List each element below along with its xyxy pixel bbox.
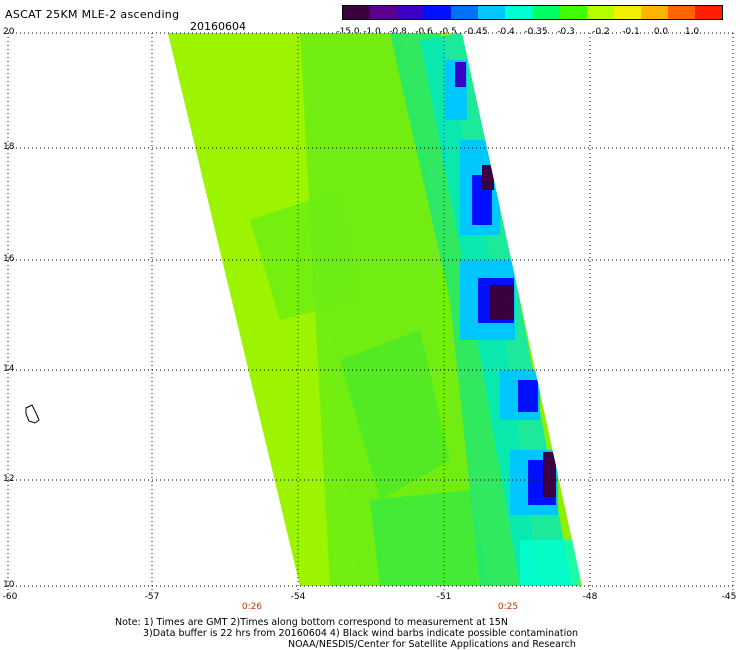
time-label-east: 0:25 (497, 602, 519, 612)
colorbar-segment (370, 6, 398, 19)
colorbar (342, 5, 723, 20)
colorbar-segment (505, 6, 533, 19)
colorbar-label: 1.0 (684, 27, 700, 37)
swath-patch (340, 330, 450, 500)
swath-cell (490, 285, 514, 320)
time-label-west: 0:26 (241, 602, 263, 612)
latitude-label: 20 (3, 27, 15, 37)
note-line-1: Note: 1) Times are GMT 2)Times along bot… (115, 617, 508, 628)
longitude-label: -54 (290, 592, 306, 602)
swath-data (168, 33, 582, 586)
island-outline (25, 404, 40, 424)
latitude-label: 18 (3, 142, 15, 152)
colorbar-segment (667, 6, 696, 19)
colorbar-label: -1.0 (363, 27, 381, 37)
colorbar-label: -0.45 (464, 27, 488, 37)
colorbar-label: -0.3 (557, 27, 575, 37)
grid-lines (7, 32, 734, 590)
colorbar-segment (424, 6, 452, 19)
colorbar-label: 0.0 (653, 27, 669, 37)
colorbar-label: -0.1 (622, 27, 640, 37)
swath-patch (370, 490, 490, 586)
colorbar-label: -15.0 (336, 27, 360, 37)
swath-cell (482, 165, 494, 190)
latitude-label: 12 (3, 474, 15, 484)
longitude-label: -45 (721, 592, 737, 602)
colorbar-segment (343, 6, 371, 19)
swath-cell (520, 540, 580, 586)
longitude-label: -60 (2, 592, 18, 602)
colorbar-label: -0.35 (524, 27, 548, 37)
latitude-label: 10 (3, 580, 15, 590)
longitude-label: -48 (582, 592, 598, 602)
colorbar-segment (586, 6, 614, 19)
colorbar-segment (532, 6, 560, 19)
product-date: 20160604 (190, 20, 246, 33)
colorbar-label: -0.6 (415, 27, 433, 37)
latitude-label: 14 (3, 364, 15, 374)
colorbar-segment (478, 6, 506, 19)
colorbar-segment (613, 6, 641, 19)
swath-cell (518, 380, 538, 412)
swath-cell (455, 62, 466, 87)
colorbar-label: -0.4 (497, 27, 515, 37)
swath-cell (543, 452, 556, 497)
colorbar-label: -0.8 (389, 27, 407, 37)
note-line-3: NOAA/NESDIS/Center for Satellite Applica… (288, 639, 576, 650)
colorbar-segment (695, 6, 723, 19)
latitude-label: 16 (3, 254, 15, 264)
product-title: ASCAT 25KM MLE-2 ascending (5, 8, 180, 21)
colorbar-segment (397, 6, 425, 19)
longitude-label: -57 (144, 592, 160, 602)
colorbar-segment (451, 6, 479, 19)
colorbar-label: -0.5 (439, 27, 457, 37)
colorbar-segment (640, 6, 668, 19)
colorbar-segment (559, 6, 587, 19)
colorbar-labels: -15.0 -1.0 -0.8 -0.6 -0.5 -0.45 -0.4 -0.35 -0.3 -… (330, 27, 740, 39)
longitude-label: -51 (436, 592, 452, 602)
note-line-2: 3)Data buffer is 22 hrs from 20160604 4)… (143, 628, 579, 639)
colorbar-label: -0.2 (592, 27, 610, 37)
